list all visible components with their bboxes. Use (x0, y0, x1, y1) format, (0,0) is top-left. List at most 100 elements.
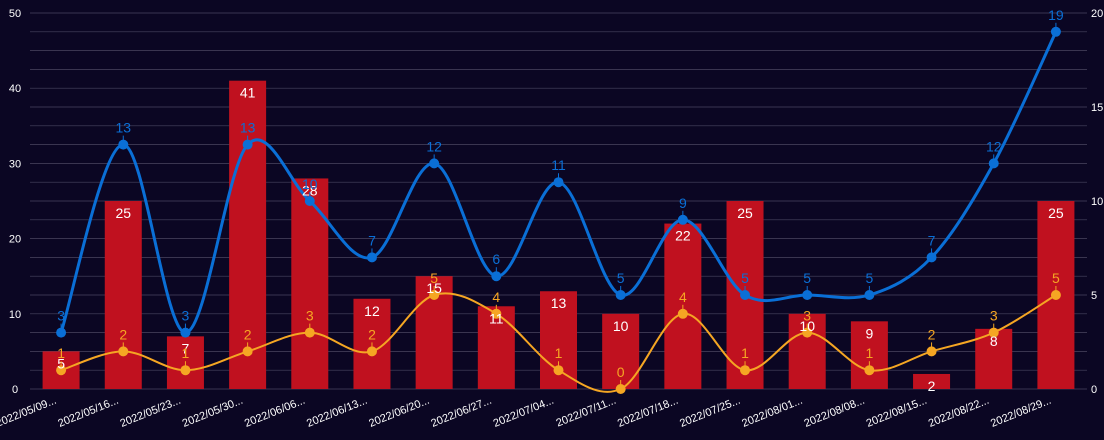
line-point (1050, 290, 1061, 300)
line-value-label: 2 (244, 326, 252, 342)
line-point (988, 327, 999, 338)
line-value-label: 6 (492, 251, 500, 267)
line-value-label: 1 (555, 345, 563, 361)
x-axis-tick: 2022/07/04... (492, 395, 556, 430)
line-value-label: 4 (492, 289, 500, 305)
bar-series (42, 80, 1075, 390)
line-points (56, 26, 1061, 394)
line-value-label: 3 (57, 308, 65, 324)
x-axis-tick: 2022/08/22... (927, 395, 991, 430)
x-axis-tick: 2022/06/27... (429, 395, 493, 430)
right-axis-tick: 10 (1091, 196, 1103, 208)
left-axis-tick: 40 (9, 83, 21, 95)
x-axis-tick: 2022/05/09... (0, 395, 58, 430)
x-axis-tick: 2022/07/11... (555, 395, 618, 430)
left-axis-tick: 0 (12, 384, 18, 396)
x-axis-tick: 2022/07/18... (616, 395, 680, 430)
line-point (553, 177, 564, 188)
line-value-label: 4 (679, 289, 687, 305)
line-value-label: 5 (617, 270, 625, 286)
left-axis-tick: 50 (9, 8, 21, 20)
line-point (864, 290, 875, 300)
line-point (56, 365, 67, 376)
line-value-label: 1 (865, 345, 873, 361)
x-axis-tick: 2022/06/20... (367, 395, 431, 430)
line-value-label: 13 (115, 120, 131, 136)
data-labels: 5257412812151113102225109282531331310712… (57, 7, 1064, 394)
line-point (242, 139, 253, 150)
series-line (60, 292, 1057, 393)
x-axis-tick: 2022/08/08... (802, 395, 866, 430)
right-axis-tick: 5 (1091, 290, 1097, 302)
line-point (553, 365, 564, 376)
line-value-label: 3 (306, 308, 314, 324)
bar-value-label: 12 (364, 303, 380, 319)
bar-value-label: 25 (737, 205, 753, 221)
line-value-label: 19 (1048, 7, 1064, 23)
bar (477, 306, 515, 389)
right-axis-tick: 15 (1091, 102, 1103, 114)
line-point (1050, 26, 1061, 37)
left-axis-tick: 30 (9, 158, 21, 170)
x-axis-tick: 2022/08/15... (865, 395, 929, 430)
bar-value-label: 10 (613, 318, 629, 334)
line-value-label: 5 (1052, 270, 1060, 286)
line-value-label: 2 (119, 326, 127, 342)
bar-value-label: 11 (489, 310, 504, 326)
line-point (615, 290, 626, 300)
line-point (118, 346, 129, 357)
bar (975, 328, 1013, 389)
bar-value-label: 8 (990, 333, 998, 349)
line-point (615, 384, 626, 394)
bar-value-label: 2 (928, 378, 936, 394)
line-point (304, 327, 315, 338)
line-point (988, 158, 999, 169)
x-axis-tick: 2022/05/23... (119, 395, 183, 430)
line-point (180, 327, 191, 338)
line-value-label: 11 (551, 157, 566, 173)
x-axis-tick: 2022/07/25... (678, 395, 742, 430)
line-point (740, 290, 751, 300)
line-point (926, 252, 937, 263)
line-value-label: 2 (928, 326, 936, 342)
line-point (491, 308, 502, 319)
line-value-label: 3 (182, 308, 190, 324)
bar-value-label: 9 (865, 325, 873, 341)
line-point (802, 327, 813, 338)
line-value-label: 12 (426, 138, 442, 154)
line-point (926, 346, 937, 357)
line-point (366, 346, 377, 357)
left-axis-tick: 10 (9, 309, 21, 321)
line-value-label: 9 (679, 195, 687, 211)
bar (913, 373, 951, 389)
bar (229, 80, 267, 390)
bar (104, 201, 142, 389)
line-value-label: 5 (803, 270, 811, 286)
bar-value-label: 28 (302, 182, 318, 198)
x-axis-tick: 2022/06/13... (305, 395, 369, 430)
line-point (366, 252, 377, 263)
line-value-label: 3 (803, 308, 811, 324)
bar-value-label: 13 (551, 295, 567, 311)
bar-value-label: 22 (675, 228, 691, 244)
line-point (118, 139, 129, 150)
line-point (180, 365, 191, 376)
line-value-label: 1 (57, 345, 65, 361)
bar (291, 178, 329, 389)
line-point (677, 214, 688, 225)
x-axis-tick: 2022/05/30... (181, 395, 245, 430)
line-value-label: 3 (990, 308, 998, 324)
line-value-label: 7 (368, 232, 376, 248)
x-axis-tick: 2022/05/16... (56, 395, 120, 430)
x-axis-tick: 2022/08/01... (740, 395, 804, 430)
line-value-label: 1 (182, 345, 190, 361)
right-axis-tick: 20 (1091, 8, 1103, 20)
line-value-label: 2 (368, 326, 376, 342)
line-value-label: 12 (986, 138, 1002, 154)
bar-value-label: 7 (182, 340, 190, 356)
x-axis-tick: 2022/06/06... (243, 395, 307, 430)
line-value-label: 13 (240, 120, 256, 136)
line-value-label: 5 (741, 270, 749, 286)
line-value-label: 1 (741, 345, 749, 361)
